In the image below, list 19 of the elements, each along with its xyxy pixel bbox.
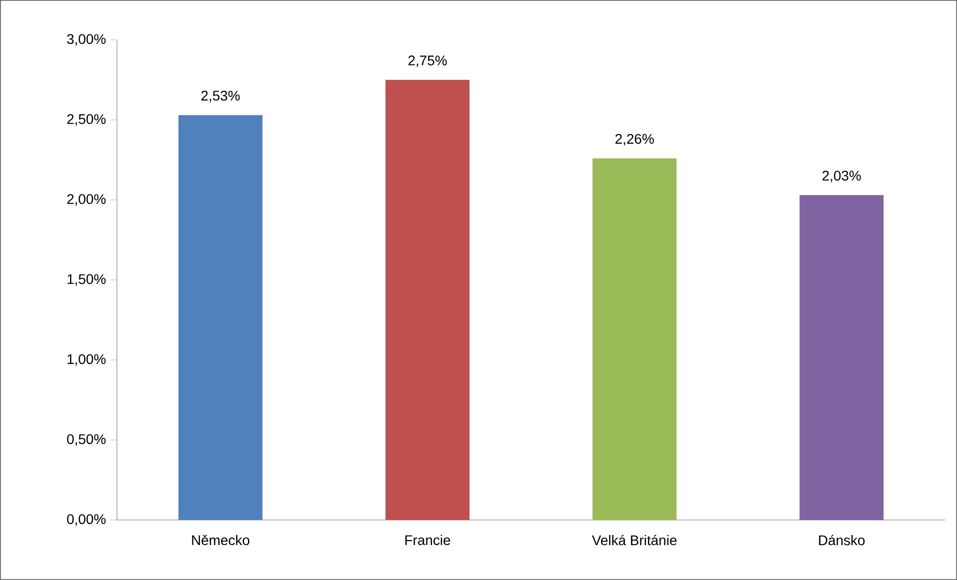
y-tick-label: 2,50%: [67, 114, 106, 126]
data-label: 2,26%: [615, 134, 654, 146]
bar: [385, 80, 470, 520]
data-label: 2,75%: [408, 56, 447, 68]
y-tick-label: 1,00%: [68, 354, 106, 366]
y-tick-label: 0,00%: [67, 514, 106, 526]
y-tick-label: 3,00%: [67, 34, 106, 46]
bar: [178, 115, 262, 520]
data-label: 2,53%: [201, 90, 240, 102]
data-label: 2,03%: [822, 170, 861, 182]
x-tick-label: Velká Británie: [592, 534, 677, 546]
bar: [800, 195, 884, 520]
y-tick-label: 1,50%: [68, 274, 106, 286]
x-tick-label: Dánsko: [819, 534, 865, 546]
bar: [592, 158, 677, 520]
y-tick-label: 2,00%: [67, 194, 106, 206]
x-tick-label: Německo: [192, 534, 250, 546]
y-tick-label: 0,50%: [67, 434, 106, 446]
x-tick-label: Francie: [405, 534, 450, 546]
